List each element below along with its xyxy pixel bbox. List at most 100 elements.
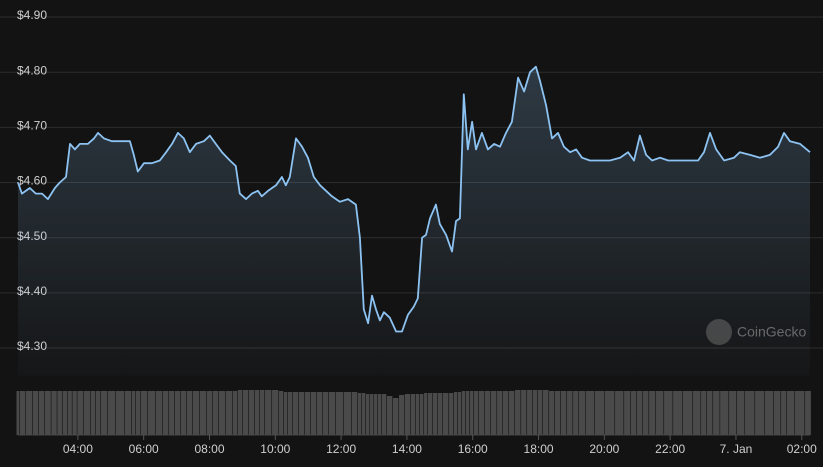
volume-bar [304,392,311,435]
volume-bar [259,390,265,435]
volume-bar [636,391,643,435]
volume-bar [427,393,433,435]
volume-bar [624,391,631,435]
volume-bar [707,391,713,435]
volume-bar [131,391,136,435]
volume-bar [469,391,474,435]
volume-bar [72,391,77,435]
volume-bar [124,391,132,435]
volume-bar [155,391,163,435]
x-tick-label: 04:00 [63,442,93,456]
volume-bar [107,391,116,435]
volume-bar [437,393,443,435]
volume-bar [392,398,399,435]
volume-bar [174,391,181,435]
volume-bar [370,394,374,435]
volume-bar [310,392,317,435]
volume-bar [567,391,573,435]
volume-bar [457,392,462,435]
volume-bar [805,391,811,435]
volume-bar [503,391,509,435]
volume-bar [773,391,781,435]
volume-bar [537,390,543,435]
volume-bar [77,391,84,435]
x-tick-label: 7. Jan [720,442,753,456]
volume-bar [424,393,428,435]
x-tick-label: 10:00 [260,442,290,456]
volume-bar [90,391,96,435]
volume-bar [713,391,720,435]
volume-bar [386,396,393,435]
volume-bar [351,392,358,435]
volume-bar [786,391,795,435]
y-tick-label: $4.90 [17,8,47,22]
volume-bar [264,390,272,435]
watermark: CoinGecko [737,324,806,340]
volume-bar [410,394,416,435]
volume-bar [323,392,329,435]
volume-bar [381,394,387,435]
volume-bar [225,391,233,435]
volume-bar [147,391,156,435]
volume-bar [693,391,701,435]
volume-bar [62,391,68,435]
volume-bar [461,391,466,435]
watermark-logo [706,319,732,345]
volume-bar [560,391,567,435]
volume-bar [508,391,515,435]
volume-bar [19,391,26,435]
volume-bar [242,390,249,435]
volume-bar [594,391,605,435]
volume-bar [272,390,279,435]
volume-bar [521,390,527,435]
volume-bar [100,391,108,435]
volume-bar [605,391,615,435]
volume-bar [374,394,378,435]
volume-bar [701,391,707,435]
volume-bar [192,391,200,435]
volume-bar [515,390,521,435]
volume-bar [316,392,323,435]
x-tick-label: 14:00 [392,442,422,456]
volume-bar [254,390,260,435]
y-tick-label: $4.60 [17,174,47,188]
volume-bar [484,391,491,435]
x-tick-label: 02:00 [787,442,817,456]
volume-bar [442,393,449,435]
volume-bar [135,391,141,435]
volume-bar [57,391,63,435]
volume-bar [95,391,101,435]
volume-bar [328,392,336,435]
volume-bar [32,391,39,435]
volume-bar [292,392,299,435]
volume-bar [542,390,549,435]
volume-bar [212,391,219,435]
x-tick-label: 16:00 [458,442,488,456]
volume-bar [755,391,765,435]
volume-bar [736,391,745,435]
volume-bar [278,391,284,435]
volume-bar [68,391,72,435]
x-tick-label: 20:00 [589,442,619,456]
plot: $4.30$4.40$4.50$4.60$4.70$4.80$4.9004:00… [0,8,823,456]
volume-bar [335,392,344,435]
volume-bar [532,390,538,435]
volume-bar [180,391,187,435]
volume-bar [199,391,207,435]
volume-bar [283,392,288,435]
volume-bar [377,394,382,435]
volume-bar [16,391,20,435]
x-tick-label: 06:00 [129,442,159,456]
volume-bar [186,391,193,435]
volume-bar [573,391,579,435]
volume-bar [232,391,238,435]
volume-bar [745,391,755,435]
volume-bar [365,394,370,435]
volume-bar [83,391,91,435]
volume-bar [25,391,33,435]
volume-bar [115,391,125,435]
volume-bar [465,391,470,435]
volume-bar [162,391,169,435]
volume-bar [554,391,561,435]
volume-bar [449,393,454,435]
